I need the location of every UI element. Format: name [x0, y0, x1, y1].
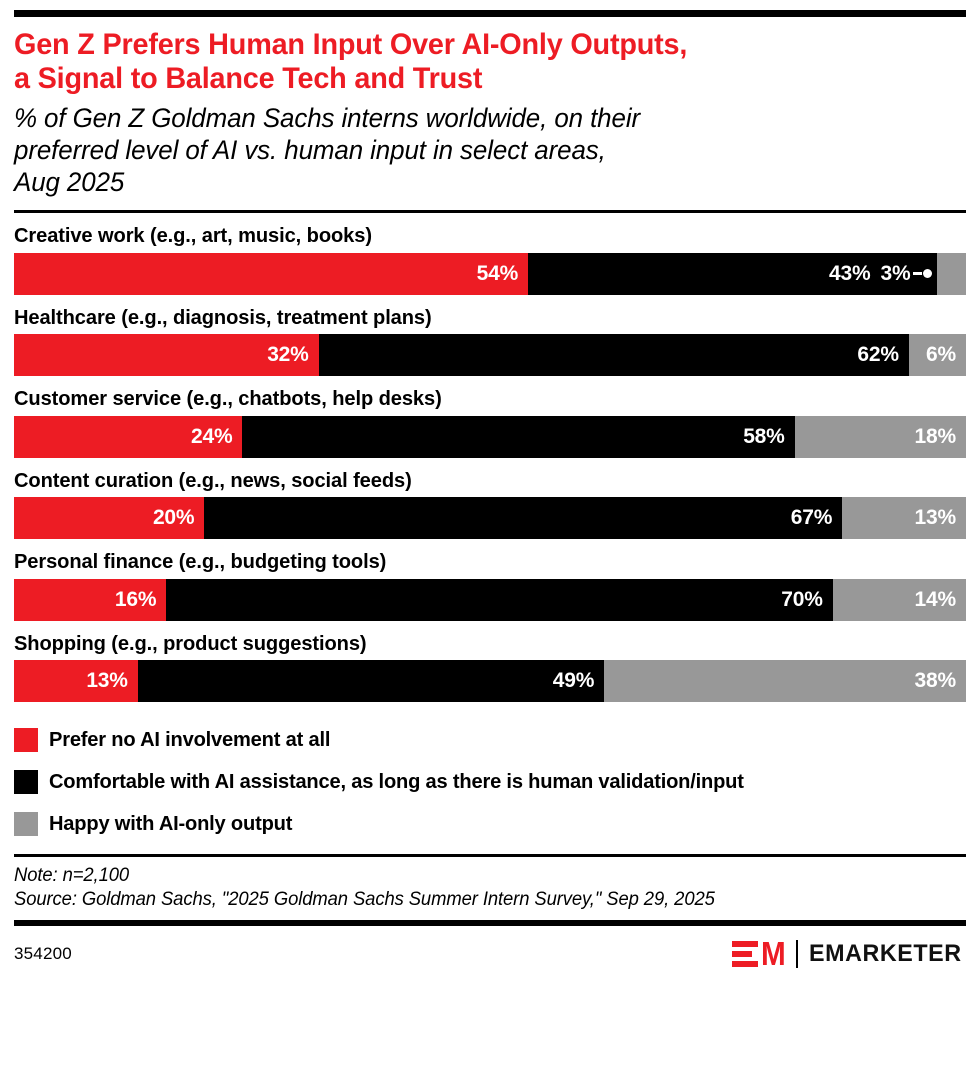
bar-segment-value: 24%: [191, 424, 233, 448]
bar-segment-value: 32%: [267, 343, 309, 367]
bar-segment-black: 49%: [137, 660, 605, 703]
bar-segment-black: 70%: [166, 578, 833, 621]
emarketer-monogram-icon: M: [732, 935, 788, 973]
legend-label: Happy with AI-only output: [49, 812, 293, 836]
bar-segment-value: 16%: [114, 587, 157, 611]
source-text: Source: Goldman Sachs, "2025 Goldman Sac…: [14, 889, 715, 911]
bar-segment-value: 49%: [552, 669, 595, 693]
bar-row: Customer service (e.g., chatbots, help d…: [14, 389, 966, 458]
bar-segment-red: 20%: [14, 497, 205, 540]
logo-divider: [795, 939, 798, 968]
stacked-bar: 20% 67% 13%: [14, 497, 966, 540]
page-title: Gen Z Prefers Human Input Over AI-Only O…: [14, 28, 688, 96]
stacked-bar: 13% 49% 38%: [14, 660, 966, 703]
bar-segment-gray: 6%: [908, 334, 966, 377]
legend-item[interactable]: Happy with AI-only output: [14, 812, 966, 837]
callout-leader-icon: [913, 269, 933, 279]
stacked-bar: 16% 70% 14%: [14, 578, 966, 621]
bar-segment-red: 32%: [14, 334, 319, 377]
legend-item[interactable]: Comfortable with AI assistance, as long …: [14, 770, 966, 795]
bar-row: Personal finance (e.g., budgeting tools)…: [14, 552, 966, 621]
bar-segment-value: 54%: [476, 261, 519, 285]
bar-row: Creative work (e.g., art, music, books) 5…: [14, 226, 966, 295]
stacked-bar-chart: Creative work (e.g., art, music, books) 5…: [14, 226, 966, 703]
legend-swatch-icon: [14, 812, 38, 837]
bar-segment-value: 14%: [914, 587, 957, 611]
bar-segment-black: 62%: [318, 334, 909, 377]
bar-segment-value: 13%: [86, 669, 128, 693]
bar-segment-value: 62%: [857, 343, 899, 367]
stacked-bar: 54% 43% 3%: [14, 252, 966, 295]
stacked-bar: 32% 62% 6%: [14, 334, 966, 377]
legend-item[interactable]: Prefer no AI involvement at all: [14, 728, 966, 753]
bar-segment-gray: 18%: [794, 415, 966, 458]
bar-segment-value: 67%: [790, 506, 833, 530]
bar-category-label: Shopping (e.g., product suggestions): [14, 631, 367, 655]
bar-segment-value: 18%: [914, 424, 957, 448]
bar-segment-red: 13%: [14, 660, 138, 703]
chart-id: 354200: [14, 943, 72, 963]
logo-wordmark: EMARKETER: [808, 939, 962, 967]
header-divider: [14, 210, 966, 214]
bar-segment-value: 38%: [914, 669, 957, 693]
bar-category-label: Creative work (e.g., art, music, books): [14, 224, 372, 248]
top-rule: [14, 10, 966, 17]
bar-segment-red: 54%: [14, 252, 529, 295]
page-subtitle: % of Gen Z Goldman Sachs interns worldwi…: [14, 103, 641, 197]
bar-segment-black: 43% 3%: [528, 252, 938, 295]
chart-legend: Prefer no AI involvement at all Comfortab…: [14, 728, 966, 837]
chart-page: Gen Z Prefers Human Input Over AI-Only O…: [0, 10, 980, 1087]
bar-row: Content curation (e.g., news, social fee…: [14, 468, 966, 540]
bar-segment-gray: [937, 252, 966, 295]
bar-category-label: Customer service (e.g., chatbots, help d…: [14, 387, 442, 411]
bar-segment-value: 20%: [152, 506, 195, 530]
bar-segment-value: 3%: [880, 261, 911, 285]
bottom-rule: [14, 919, 966, 926]
bar-category-label: Personal finance (e.g., budgeting tools): [14, 550, 387, 574]
legend-swatch-icon: [14, 728, 38, 753]
footer-bar: 354200 M EMARKETER: [14, 935, 966, 973]
bar-segment-value: 58%: [743, 424, 785, 448]
bar-row: Healthcare (e.g., diagnosis, treatment p…: [14, 305, 966, 377]
logo-m-letter: M: [761, 935, 786, 973]
legend-label: Comfortable with AI assistance, as long …: [49, 770, 744, 794]
bar-segment-value: 6%: [926, 343, 956, 367]
bar-segment-red: 16%: [14, 578, 167, 621]
logo-e-bars-icon: [732, 941, 759, 968]
bar-category-label: Healthcare (e.g., diagnosis, treatment p…: [14, 305, 432, 329]
bar-segment-black: 58%: [242, 415, 795, 458]
bar-row: Shopping (e.g., product suggestions) 13% 4…: [14, 631, 966, 703]
note-text: Note: n=2,100: [14, 865, 130, 887]
bar-segment-gray: 13%: [842, 497, 966, 540]
bar-segment-gray: 14%: [832, 578, 966, 621]
legend-label: Prefer no AI involvement at all: [49, 728, 331, 752]
stacked-bar: 24% 58% 18%: [14, 415, 966, 458]
bar-segment-value: 70%: [781, 587, 823, 611]
note-block: Note: n=2,100 Source: Goldman Sachs, "20…: [14, 857, 966, 913]
bar-segment-gray: 38%: [604, 660, 966, 703]
bar-segment-red: 24%: [14, 415, 243, 458]
emarketer-logo[interactable]: M EMARKETER: [732, 935, 966, 973]
bar-segment-black: 67%: [204, 497, 843, 540]
bar-segment-value: 13%: [914, 506, 957, 530]
legend-swatch-icon: [14, 770, 38, 795]
segment-callout: 3%: [880, 262, 937, 286]
note-divider: [14, 854, 966, 858]
bar-category-label: Content curation (e.g., news, social fee…: [14, 468, 412, 492]
bar-segment-value: 43%: [829, 261, 871, 285]
